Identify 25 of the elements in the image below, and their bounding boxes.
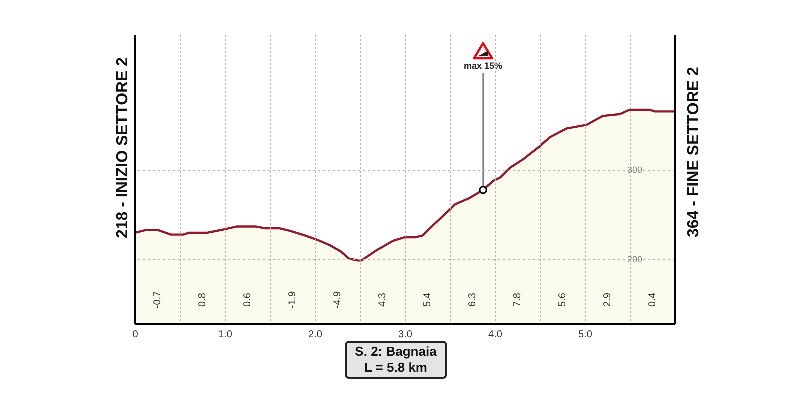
annotation: 5.6 xyxy=(558,292,568,307)
text: S. 2: Bagnaia xyxy=(355,344,437,360)
annotation: 7.8 xyxy=(512,292,524,307)
y2-axis-title: 364 - FINE SETTORE 2 xyxy=(686,66,702,238)
annotation: 0.4 xyxy=(648,292,658,307)
annotation: 0.8 xyxy=(198,292,208,307)
annotation: -1.9 xyxy=(288,290,298,309)
y-tick-label: 300 xyxy=(628,165,643,176)
x-tick-label: 0 xyxy=(132,330,139,340)
text: L = 5.8 km xyxy=(364,360,428,376)
annotation: 5.4 xyxy=(422,292,434,307)
x-tick-label: 1.0 xyxy=(218,330,233,340)
y-axis-title: 218 - INIZIO SETTORE 2 xyxy=(114,57,132,238)
annotation: 0.6 xyxy=(242,292,254,307)
annotation: 6.3 xyxy=(468,292,478,307)
x-tick-label: 3.0 xyxy=(398,330,413,340)
annotation: 2.9 xyxy=(602,292,614,307)
x-tick-label: 5.0 xyxy=(578,330,593,340)
y-tick-label: 200 xyxy=(628,254,643,264)
x-tick-label: 4.0 xyxy=(488,330,503,340)
annotation: -4.9 xyxy=(332,290,344,309)
annotation: 4.3 xyxy=(378,292,388,307)
annotation: -0.7 xyxy=(152,290,164,309)
x-tick-label: 2.0 xyxy=(308,330,323,340)
annotation: max 15% xyxy=(464,61,503,71)
